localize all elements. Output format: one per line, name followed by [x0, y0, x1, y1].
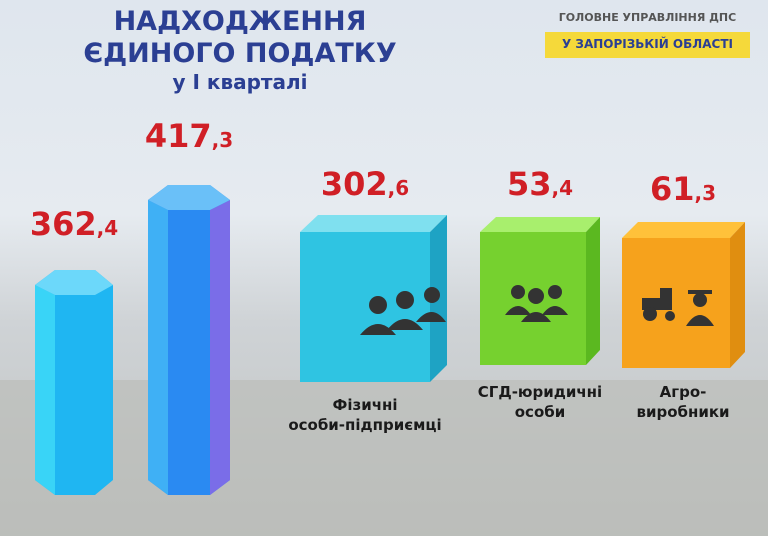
group-label: СГД-юридичні особи — [450, 382, 630, 422]
prism-face — [35, 285, 55, 495]
value-label: 362,4 — [29, 205, 119, 243]
group-label: Фізичні особи-підприємці — [275, 395, 455, 435]
group-label-line: особи — [514, 403, 566, 421]
region-badge — [545, 32, 750, 58]
subtitle: у І кварталі — [172, 70, 308, 94]
cube-top — [622, 222, 745, 238]
prism-top — [35, 270, 113, 295]
agency: ГОЛОВНЕ УПРАВЛІННЯ ДПС — [558, 11, 737, 24]
icon-people — [505, 285, 568, 322]
group-label-line: Фізичні — [332, 396, 398, 414]
group-label-line: Агро- — [659, 383, 707, 401]
prism-2021 — [148, 185, 230, 495]
value-label: 53,4 — [506, 165, 574, 203]
value-label: 417,3 — [144, 117, 234, 155]
title-line: НАДХОДЖЕННЯ — [113, 6, 367, 37]
prism-face — [148, 200, 168, 495]
background-ground — [0, 380, 768, 536]
prism-top — [148, 185, 230, 210]
cube-front — [622, 238, 730, 368]
cube-side — [586, 217, 600, 365]
cube-side — [730, 222, 745, 368]
group-label-line: виробники — [636, 403, 730, 421]
group-label-line: СГД-юридичні — [477, 383, 603, 401]
value-label: 302,6 — [320, 165, 410, 203]
cube-top — [300, 215, 447, 232]
group-label-line: особи-підприємці — [288, 416, 442, 434]
region: У ЗАПОРІЗЬКІЙ ОБЛАСТІ — [562, 37, 733, 51]
icon-farmer — [642, 288, 714, 326]
prism-face — [210, 200, 230, 495]
title-line: ЄДИНОГО ПОДАТКУ — [83, 38, 397, 69]
group-label: Агро-виробники — [593, 382, 768, 422]
icon-people — [360, 287, 446, 335]
title: НАДХОДЖЕННЯ ЄДИНОГО ПОДАТКУ — [80, 6, 400, 70]
cube-top — [480, 217, 600, 232]
value-label: 61,3 — [649, 170, 717, 208]
